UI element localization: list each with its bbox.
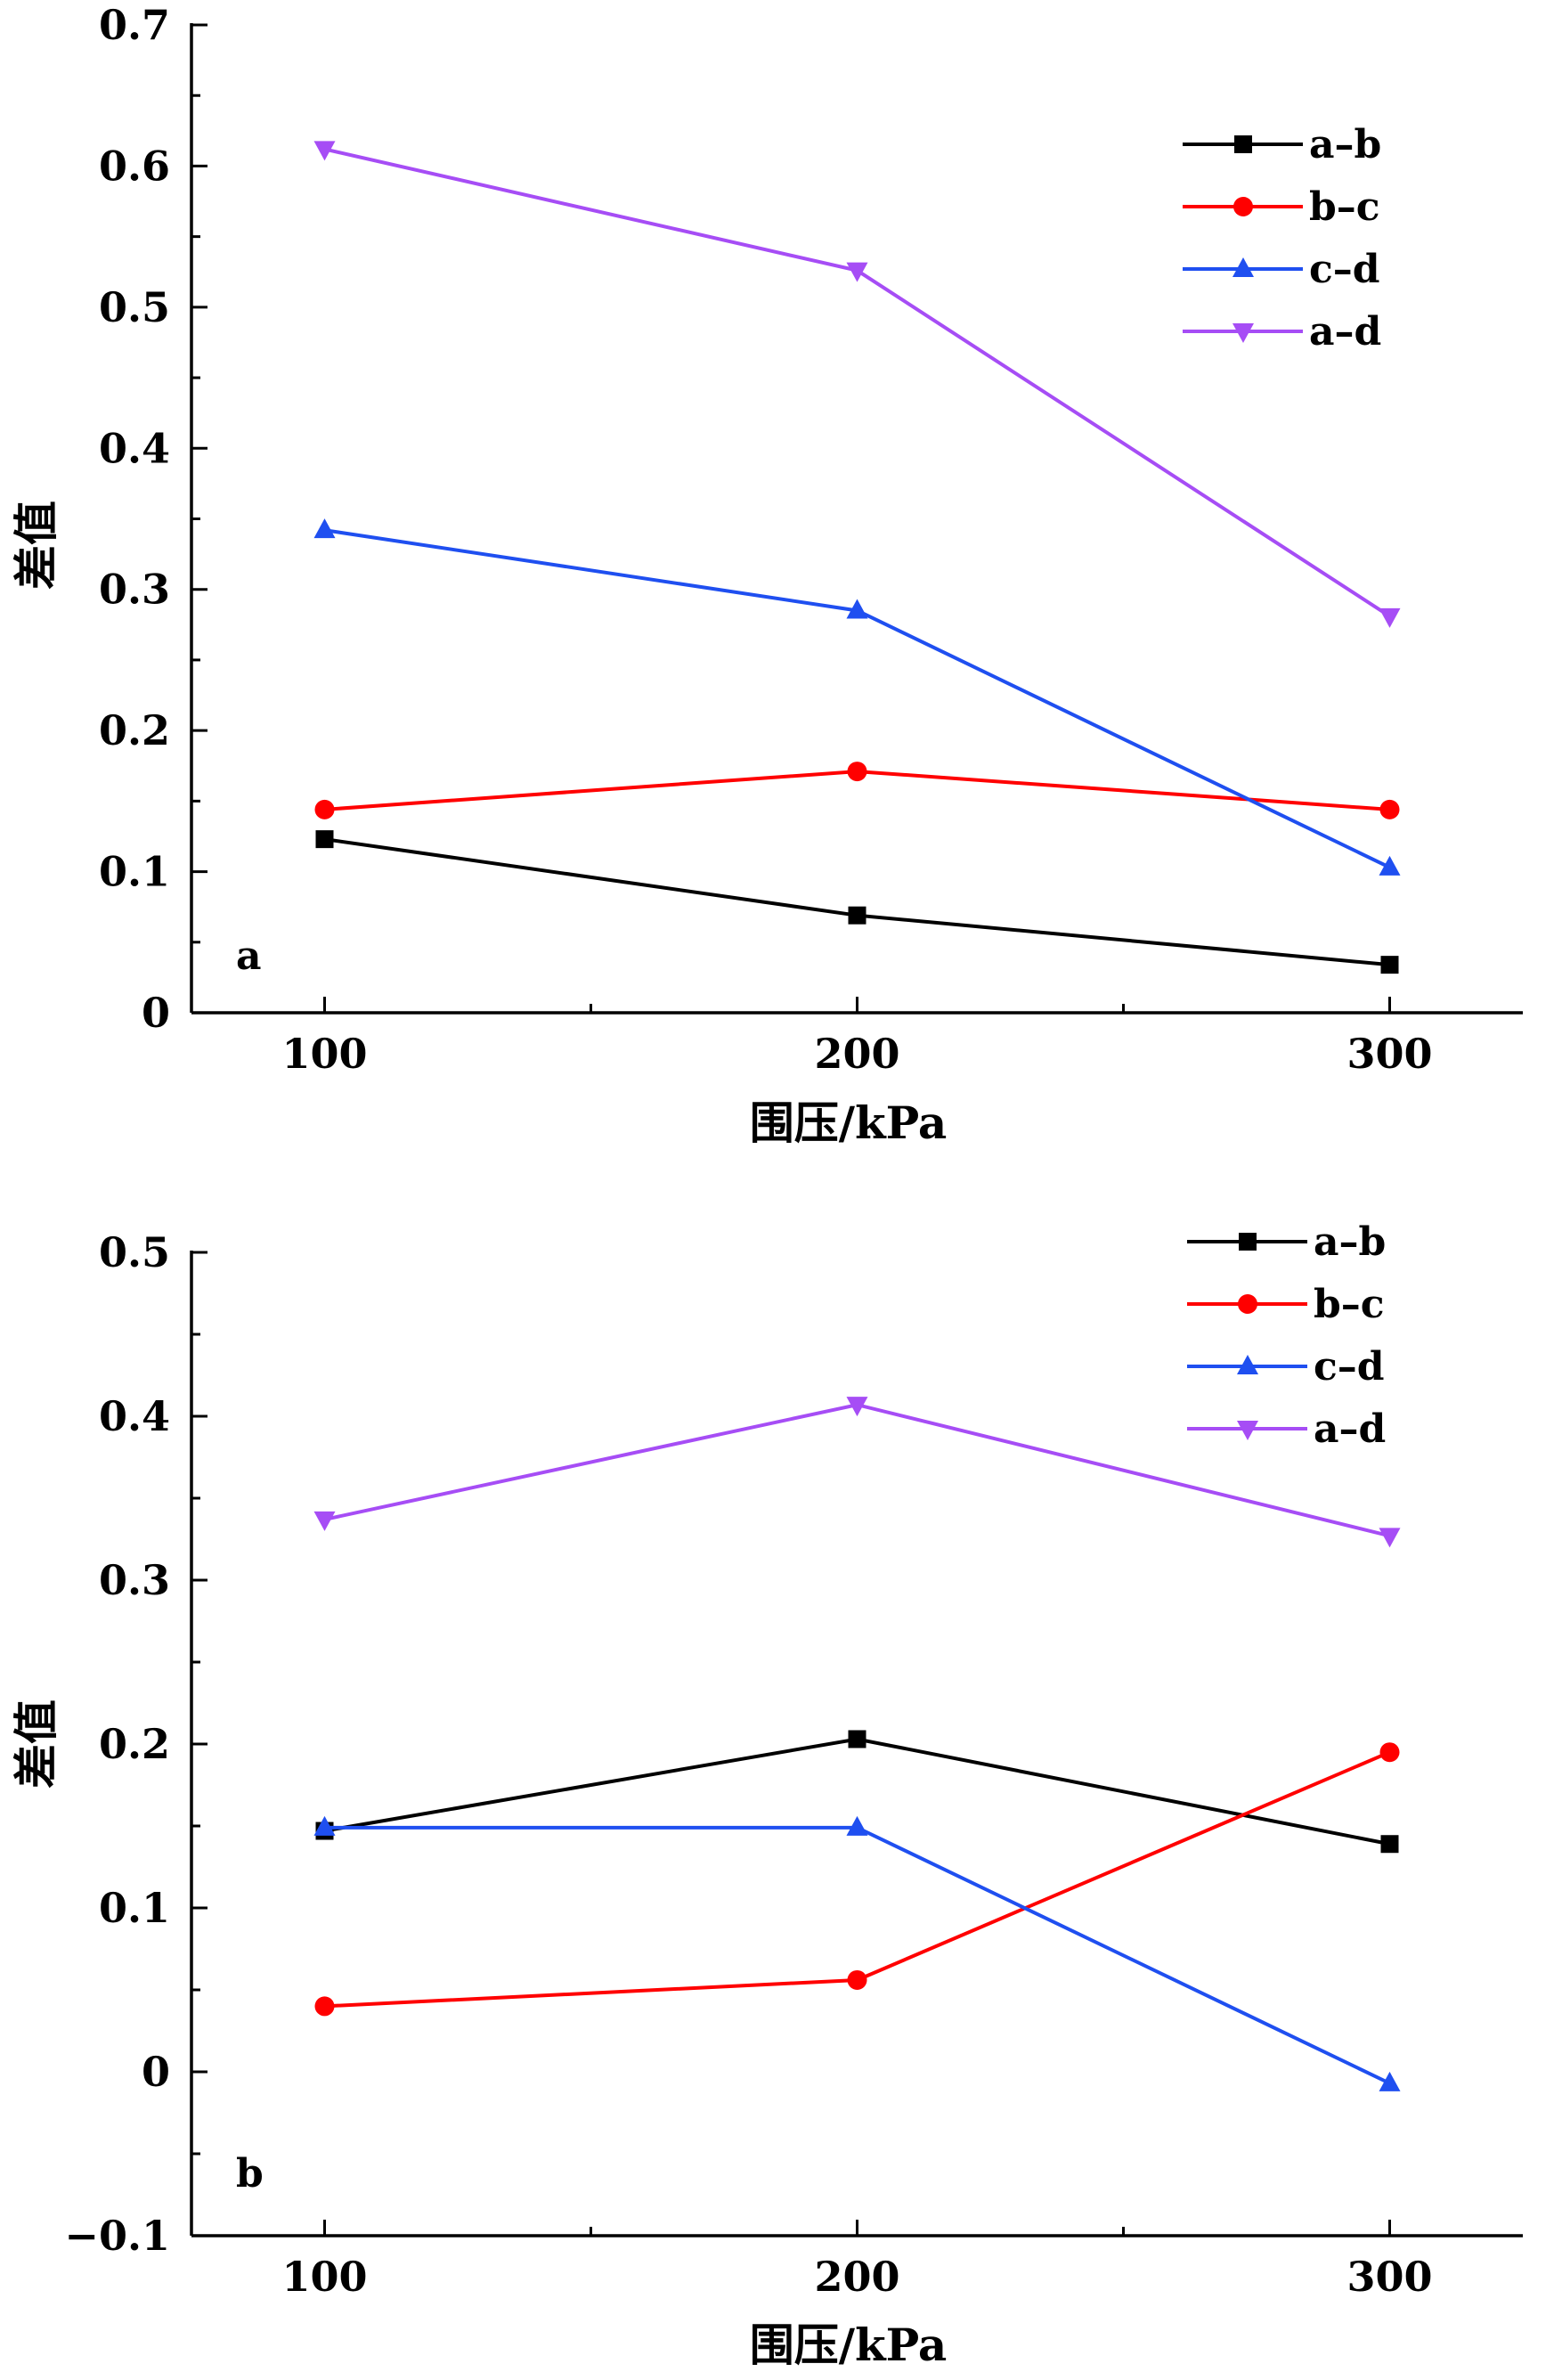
data-point: [848, 906, 866, 925]
series-line: [324, 1403, 1390, 1538]
x-tick-label: 100: [281, 2253, 367, 2301]
legend-label: c–d: [1309, 247, 1380, 292]
legend-label: a–b: [1314, 1219, 1386, 1265]
y-tick-label: 0.4: [99, 424, 170, 472]
legend-marker: [1237, 1421, 1258, 1440]
chart-panel-a: 0 0.1 0.2 0.3 0.4 0.5 0.6 0.7 100 200 300 围压/kPa 差值 a…: [10, 1, 1523, 1149]
data-point: [313, 141, 336, 161]
series-2: [313, 1815, 1401, 2091]
series-0: [315, 830, 1399, 974]
data-point: [313, 1815, 336, 1836]
legend-entry: c–d: [1183, 247, 1380, 292]
legend-marker: [1238, 1294, 1257, 1314]
x-tick-label: 300: [1346, 1030, 1432, 1078]
data-point: [847, 1969, 867, 1990]
legend-entry: a–d: [1183, 309, 1381, 355]
data-point: [313, 518, 336, 539]
legend-marker: [1233, 197, 1253, 216]
legend-label: b–c: [1314, 1282, 1385, 1327]
y-axis-title: 差值: [10, 501, 62, 590]
data-point: [846, 599, 868, 619]
data-point: [1380, 1835, 1399, 1854]
y-tick-label: 0.3: [99, 1556, 170, 1604]
x-tick-label: 200: [814, 2253, 899, 2301]
legend-entry: c–d: [1187, 1344, 1385, 1390]
data-point: [846, 262, 868, 282]
data-point: [313, 1511, 336, 1531]
legend-entry: a–b: [1183, 122, 1381, 167]
panel-label: a: [236, 933, 262, 979]
y-tick-label: 0.3: [99, 566, 170, 614]
legend-label: c–d: [1314, 1344, 1385, 1390]
series-line: [324, 528, 1391, 869]
y-tick-label: 0.2: [99, 1720, 170, 1768]
data-point: [314, 1996, 335, 2017]
y-tick-label: 0.4: [99, 1392, 170, 1440]
y-tick-label: −0.1: [64, 2212, 170, 2260]
legend-label: a–d: [1314, 1406, 1386, 1452]
y-tick-label: 0.5: [99, 1228, 170, 1276]
legend-marker: [1233, 323, 1254, 343]
data-point: [315, 830, 334, 849]
data-point: [1379, 799, 1400, 819]
data-point: [1379, 855, 1401, 876]
data-point: [1379, 1742, 1400, 1763]
series-2: [313, 518, 1401, 876]
series-line: [324, 837, 1390, 967]
y-tick-label: 0.5: [99, 283, 170, 331]
y-tick-label: 0.1: [99, 1884, 170, 1932]
series-line: [324, 147, 1391, 618]
chart-panel-b: −0.1 0 0.1 0.2 0.3 0.4 0.5 100 200 300 围压/kPa 差值 b a–…: [10, 1219, 1523, 2371]
panel-label: b: [236, 2151, 264, 2197]
y-tick-label: 0: [142, 989, 170, 1037]
y-tick-label: 0.7: [99, 1, 170, 49]
legend-marker: [1237, 1355, 1258, 1374]
x-tick-label: 200: [814, 1030, 899, 1078]
y-tick-label: 0.6: [99, 142, 170, 190]
y-tick-label: 0: [142, 2048, 170, 2096]
legend-entry: a–d: [1187, 1406, 1386, 1452]
data-point: [1379, 1528, 1401, 1548]
x-tick-label: 100: [281, 1030, 367, 1078]
legend-label: a–b: [1309, 122, 1381, 167]
legend-marker: [1233, 257, 1254, 277]
series-line: [324, 1825, 1391, 2085]
legend-marker: [1234, 135, 1252, 153]
legend-entry: a–b: [1187, 1219, 1386, 1265]
data-point: [1380, 956, 1399, 974]
x-tick-label: 300: [1346, 2253, 1432, 2301]
series-3: [313, 1397, 1401, 1548]
series-line: [324, 1750, 1391, 2009]
y-tick-label: 0.1: [99, 848, 170, 896]
legend-entry: b–c: [1187, 1282, 1385, 1327]
series-1: [314, 1742, 1400, 2017]
legend-marker: [1239, 1233, 1257, 1251]
data-point: [314, 799, 335, 819]
x-axis-title: 围压/kPa: [750, 2319, 948, 2371]
y-tick-label: 0.2: [99, 706, 170, 754]
legend-label: a–d: [1309, 309, 1381, 355]
data-point: [847, 762, 867, 782]
data-point: [1379, 607, 1401, 628]
data-point: [1379, 2071, 1401, 2091]
data-point: [846, 1397, 868, 1417]
series-1: [314, 762, 1400, 819]
y-axis-title: 差值: [10, 1699, 62, 1789]
legend-label: b–c: [1309, 184, 1380, 230]
legend-entry: b–c: [1183, 184, 1380, 230]
data-point: [846, 1815, 868, 1836]
series-3: [313, 141, 1401, 628]
data-point: [848, 1730, 866, 1748]
x-axis-title: 围压/kPa: [750, 1096, 948, 1149]
